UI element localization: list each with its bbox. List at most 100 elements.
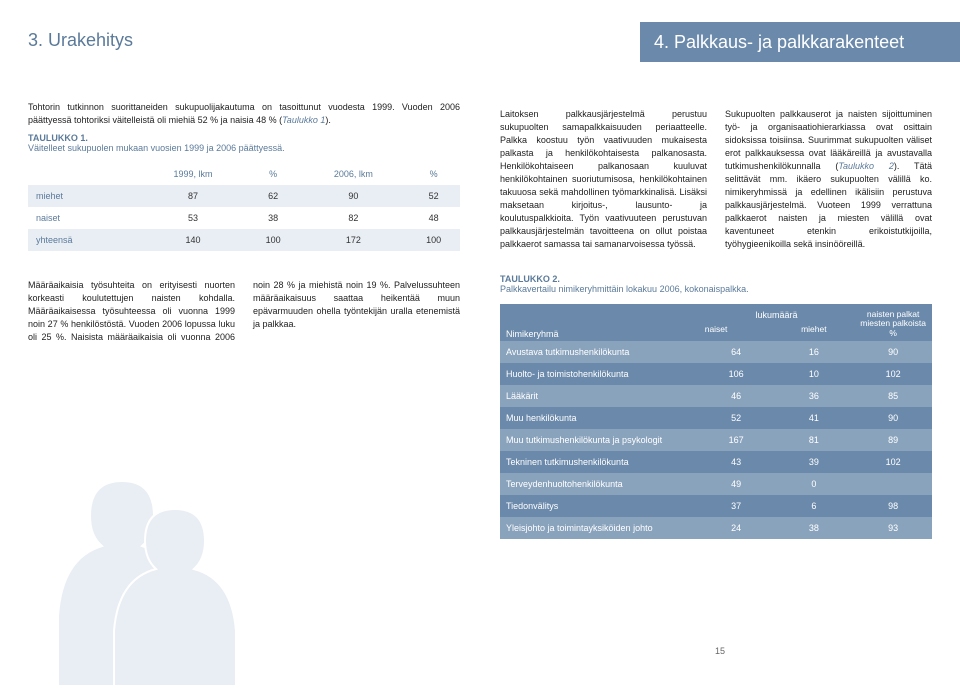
t2-cell: 49: [699, 473, 774, 495]
t1-cell: naiset: [28, 207, 139, 229]
table-row: Lääkärit463685: [500, 385, 932, 407]
right-col1-text: Laitoksen palkkausjärjestelmä perustuu s…: [500, 109, 707, 249]
t2-cell: 90: [854, 341, 932, 363]
table-row: Yleisjohto ja toimintayksiköiden johto24…: [500, 517, 932, 539]
table-row: Terveydenhuoltohenkilökunta490: [500, 473, 932, 495]
t2-cell: 167: [699, 429, 774, 451]
t1-cell: yhteensä: [28, 229, 139, 251]
table2-caption: TAULUKKO 2.: [500, 274, 932, 284]
page-number: 15: [715, 646, 725, 656]
t1-h2: %: [247, 163, 300, 185]
t2-cell: Tekninen tutkimushenkilökunta: [500, 451, 699, 473]
t2-cell: 16: [773, 341, 854, 363]
table-row: miehet 87 62 90 52: [28, 185, 460, 207]
t2-cell: 64: [699, 341, 774, 363]
t2-head-last: naisten palkat miesten palkoista %: [854, 304, 932, 341]
t2-cell: 38: [773, 517, 854, 539]
left-page: 3. Urakehitys Tohtorin tutkinnon suoritt…: [0, 0, 480, 666]
t1-cell: 62: [247, 185, 300, 207]
right-body-columns: Laitoksen palkkausjärjestelmä perustuu s…: [500, 108, 932, 252]
t2-cell: 10: [773, 363, 854, 385]
t2-cell: 46: [699, 385, 774, 407]
intro-paragraph: Tohtorin tutkinnon suorittaneiden sukupu…: [28, 101, 460, 127]
intro-text: Tohtorin tutkinnon suorittaneiden sukupu…: [28, 102, 460, 125]
t2-cell: [854, 473, 932, 495]
t1-cell: 52: [407, 185, 460, 207]
t2-cell: Yleisjohto ja toimintayksiköiden johto: [500, 517, 699, 539]
section-header-band: 4. Palkkaus- ja palkkarakenteet: [640, 22, 960, 62]
t2-cell: 24: [699, 517, 774, 539]
table-row: yhteensä 140 100 172 100: [28, 229, 460, 251]
t2-cell: 43: [699, 451, 774, 473]
table-row: Avustava tutkimushenkilökunta641690: [500, 341, 932, 363]
table-row: Tekninen tutkimushenkilökunta4339102: [500, 451, 932, 473]
t1-cell: 48: [407, 207, 460, 229]
table1-subcaption: Väitelleet sukupuolen mukaan vuosien 199…: [28, 143, 460, 153]
t2-cell: 39: [773, 451, 854, 473]
t2-cell: 102: [854, 363, 932, 385]
t2-cell: 6: [773, 495, 854, 517]
t2-cell: 106: [699, 363, 774, 385]
t2-cell: Muu henkilökunta: [500, 407, 699, 429]
section-title-right: 4. Palkkaus- ja palkkarakenteet: [654, 32, 904, 53]
t1-h3: 2006, lkm: [300, 163, 408, 185]
t2-head-naiset: naiset: [699, 323, 774, 341]
t2-cell: 93: [854, 517, 932, 539]
t2-cell: Huolto- ja toimistohenkilökunta: [500, 363, 699, 385]
right-col2-text-b: ). Tätä selittävät mm. ikäero sukupuolte…: [725, 161, 932, 249]
table2-subcaption: Palkkavertailu nimikeryhmittäin lokakuu …: [500, 284, 932, 294]
t2-head-miehet: miehet: [773, 323, 854, 341]
t1-cell: 172: [300, 229, 408, 251]
t1-cell: 100: [247, 229, 300, 251]
t2-cell: Terveydenhuoltohenkilökunta: [500, 473, 699, 495]
table-row: Tiedonvälitys37698: [500, 495, 932, 517]
t1-cell: 38: [247, 207, 300, 229]
right-page: 4. Palkkaus- ja palkkarakenteet Laitokse…: [480, 0, 960, 666]
t1-h1: 1999, lkm: [139, 163, 247, 185]
section-title-left: 3. Urakehitys: [28, 30, 460, 51]
t1-cell: 82: [300, 207, 408, 229]
t2-head-count: lukumäärä: [699, 304, 855, 324]
table1-caption: TAULUKKO 1.: [28, 133, 460, 143]
t1-cell: 140: [139, 229, 247, 251]
t1-cell: 90: [300, 185, 408, 207]
table-row: Muu henkilökunta524190: [500, 407, 932, 429]
table2-wrap: Nimikeryhmä lukumäärä naisten palkat mie…: [500, 304, 932, 539]
page-spread: 3. Urakehitys Tohtorin tutkinnon suoritt…: [0, 0, 960, 666]
bottom-two-column-text: Määräaikaisia työsuhteita on erityisesti…: [28, 279, 460, 344]
right-col-2: Sukupuolten palkkauserot ja naisten sijo…: [725, 108, 932, 252]
silhouette-figures: [30, 446, 290, 686]
t2-cell: Muu tutkimushenkilökunta ja psykologit: [500, 429, 699, 451]
t1-cell: 100: [407, 229, 460, 251]
table1-header-row: 1999, lkm % 2006, lkm %: [28, 163, 460, 185]
table2: Nimikeryhmä lukumäärä naisten palkat mie…: [500, 304, 932, 539]
table-row: Muu tutkimushenkilökunta ja psykologit16…: [500, 429, 932, 451]
t2-cell: 52: [699, 407, 774, 429]
t2-cell: 89: [854, 429, 932, 451]
table2-ref: Taulukko 2: [838, 161, 894, 171]
table1: 1999, lkm % 2006, lkm % miehet 87 62 90 …: [28, 163, 460, 251]
t2-cell: 98: [854, 495, 932, 517]
t2-cell: 102: [854, 451, 932, 473]
t1-h4: %: [407, 163, 460, 185]
t1-cell: 53: [139, 207, 247, 229]
t2-head-group: Nimikeryhmä: [500, 304, 699, 341]
t2-cell: 36: [773, 385, 854, 407]
t2-header-row-1: Nimikeryhmä lukumäärä naisten palkat mie…: [500, 304, 932, 324]
t2-cell: 41: [773, 407, 854, 429]
t2-cell: 81: [773, 429, 854, 451]
intro-tail: ).: [325, 115, 331, 125]
t2-cell: 0: [773, 473, 854, 495]
table-row: naiset 53 38 82 48: [28, 207, 460, 229]
t1-cell: 87: [139, 185, 247, 207]
right-col-1: Laitoksen palkkausjärjestelmä perustuu s…: [500, 108, 707, 252]
table-row: Huolto- ja toimistohenkilökunta10610102: [500, 363, 932, 385]
t2-cell: Avustava tutkimushenkilökunta: [500, 341, 699, 363]
t1-cell: miehet: [28, 185, 139, 207]
t2-cell: Tiedonvälitys: [500, 495, 699, 517]
t2-cell: Lääkärit: [500, 385, 699, 407]
t2-cell: 85: [854, 385, 932, 407]
intro-table-ref: Taulukko 1: [282, 115, 325, 125]
t1-h0: [28, 163, 139, 185]
t2-cell: 37: [699, 495, 774, 517]
